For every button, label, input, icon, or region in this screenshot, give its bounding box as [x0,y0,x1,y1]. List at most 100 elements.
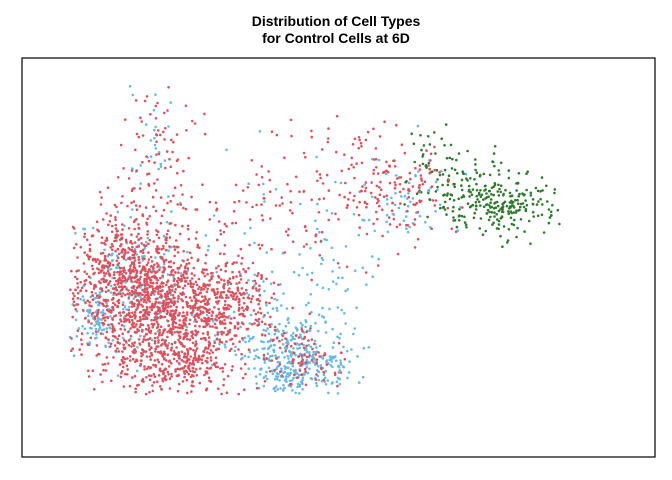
scatter-point-series-3 [499,190,503,194]
scatter-point-series-2 [321,286,325,290]
scatter-point-series-1 [81,308,85,312]
scatter-point-series-1 [142,265,145,268]
scatter-point-series-2 [266,311,270,315]
scatter-point-series-1 [177,297,180,300]
scatter-point-series-1 [216,287,219,291]
scatter-point-series-3 [507,212,511,215]
scatter-point-series-3 [470,193,474,197]
scatter-point-series-2 [434,209,437,213]
scatter-point-series-1 [171,318,175,322]
scatter-point-series-1 [260,214,264,217]
scatter-point-series-1 [339,371,343,374]
scatter-point-series-1 [157,350,160,354]
scatter-point-series-1 [135,235,139,238]
scatter-point-series-2 [226,283,230,287]
scatter-point-series-1 [318,173,322,176]
scatter-point-series-1 [369,191,373,195]
scatter-point-series-1 [186,304,189,308]
scatter-point-series-2 [287,357,290,360]
scatter-point-series-1 [182,370,186,373]
scatter-point-series-2 [145,240,148,244]
scatter-point-series-2 [390,196,393,200]
scatter-point-series-1 [237,392,240,396]
scatter-point-series-2 [99,311,103,314]
scatter-point-series-2 [301,388,304,391]
scatter-point-series-3 [426,215,429,219]
scatter-point-series-2 [131,208,134,211]
scatter-point-series-1 [113,335,117,338]
scatter-point-series-2 [295,372,299,375]
scatter-point-series-1 [378,204,381,208]
scatter-point-series-1 [141,213,144,216]
scatter-point-series-1 [182,337,185,341]
scatter-point-series-1 [103,319,107,322]
scatter-point-series-1 [214,318,217,321]
scatter-point-series-3 [455,158,458,162]
scatter-point-series-1 [153,318,156,322]
scatter-point-series-1 [138,343,142,346]
scatter-point-series-1 [395,177,399,180]
scatter-point-series-2 [263,347,266,350]
scatter-point-series-1 [243,292,246,296]
scatter-point-series-1 [128,320,131,324]
scatter-point-series-1 [191,341,195,345]
scatter-point-series-2 [304,303,308,307]
scatter-point-series-1 [87,320,91,323]
scatter-point-series-2 [289,355,293,358]
scatter-point-series-1 [230,290,234,294]
scatter-point-series-1 [116,229,119,233]
scatter-point-series-2 [317,378,321,382]
scatter-point-series-1 [195,320,198,324]
scatter-point-series-1 [198,291,202,295]
scatter-point-series-2 [337,364,340,368]
scatter-point-series-3 [497,169,501,172]
scatter-point-series-2 [95,301,98,304]
scatter-point-series-1 [125,313,129,316]
scatter-point-series-1 [130,189,134,192]
scatter-point-series-3 [448,156,452,160]
scatter-point-series-1 [196,259,200,263]
scatter-point-series-2 [298,346,302,350]
scatter-point-series-1 [114,349,117,353]
scatter-point-series-3 [515,182,518,185]
scatter-point-series-3 [540,213,544,217]
scatter-point-series-3 [515,189,518,192]
scatter-point-series-2 [302,343,305,347]
scatter-point-series-1 [196,330,200,334]
scatter-point-series-3 [439,206,442,210]
scatter-point-series-1 [73,227,76,230]
scatter-point-series-1 [242,309,245,312]
scatter-point-series-1 [173,254,176,258]
scatter-point-series-1 [256,324,259,327]
scatter-point-series-1 [208,218,212,221]
scatter-point-series-1 [376,172,380,175]
scatter-point-series-1 [206,299,210,303]
scatter-point-series-3 [529,194,533,197]
scatter-point-series-1 [138,264,141,268]
scatter-point-series-1 [394,183,397,187]
scatter-point-series-1 [327,127,330,130]
scatter-point-series-1 [153,270,156,273]
scatter-point-series-1 [147,242,150,246]
scatter-point-series-1 [143,290,147,294]
scatter-point-series-1 [228,328,232,332]
scatter-point-series-1 [294,334,298,337]
scatter-point-series-1 [304,155,307,159]
scatter-point-series-1 [115,205,118,209]
scatter-point-series-1 [234,221,238,225]
scatter-point-series-2 [270,270,274,274]
scatter-point-series-2 [95,296,98,300]
scatter-point-series-2 [266,327,270,330]
scatter-point-series-1 [224,315,228,319]
scatter-point-series-2 [122,325,126,328]
scatter-point-series-1 [145,263,149,267]
scatter-point-series-1 [227,296,230,299]
scatter-point-series-1 [90,264,94,268]
scatter-point-series-1 [133,348,136,351]
scatter-point-series-2 [232,310,236,314]
scatter-point-series-1 [80,332,84,335]
scatter-point-series-1 [137,238,141,241]
scatter-point-series-1 [136,303,139,306]
scatter-point-series-1 [144,327,148,331]
scatter-point-series-2 [357,381,361,384]
